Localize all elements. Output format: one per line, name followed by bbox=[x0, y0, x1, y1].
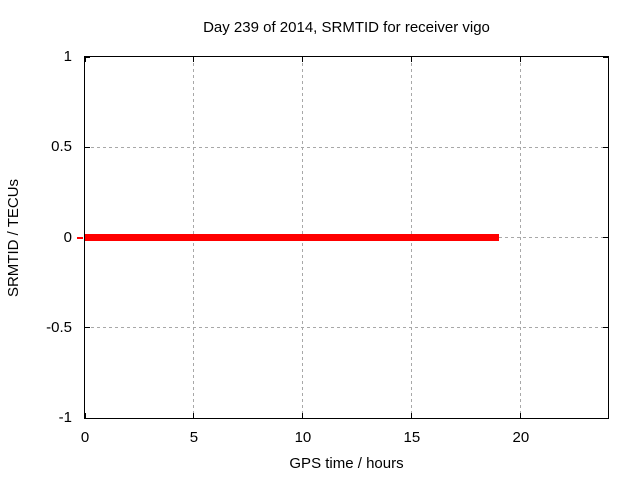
x-tick-label: 5 bbox=[189, 429, 199, 446]
y-tick-mark bbox=[85, 417, 90, 419]
x-tick-mark bbox=[84, 413, 86, 418]
x-tick-mark bbox=[520, 57, 522, 62]
y-tick-label: 0.5 bbox=[51, 138, 72, 156]
x-tick-mark bbox=[520, 413, 522, 418]
y-tick-mark bbox=[603, 237, 608, 238]
x-tick-mark bbox=[302, 57, 304, 62]
y-tick-label: 1 bbox=[63, 48, 72, 65]
x-tick-mark bbox=[411, 57, 413, 62]
plot-area bbox=[77, 56, 609, 419]
x-tick-mark bbox=[193, 413, 195, 418]
series-line-segment bbox=[85, 234, 500, 241]
x-tick-label: 0 bbox=[80, 429, 90, 446]
h-gridline bbox=[85, 146, 608, 148]
y-tick-mark bbox=[85, 56, 90, 58]
y-tick-label: 0 bbox=[63, 228, 72, 246]
y-tick-mark bbox=[603, 56, 608, 58]
x-tick-label: 15 bbox=[403, 429, 421, 446]
y-tick-mark bbox=[603, 417, 608, 419]
y-tick-label: -1 bbox=[58, 409, 72, 426]
x-tick-mark bbox=[302, 413, 304, 418]
x-axis-label: GPS time / hours bbox=[289, 455, 404, 472]
x-tick-mark bbox=[193, 57, 195, 62]
series-start-cap bbox=[77, 236, 83, 239]
x-tick-mark bbox=[411, 413, 413, 418]
y-tick-mark bbox=[85, 146, 90, 148]
y-tick-mark bbox=[85, 327, 90, 329]
x-tick-mark bbox=[84, 57, 86, 62]
y-tick-label: -0.5 bbox=[46, 318, 72, 336]
x-tick-label: 10 bbox=[294, 429, 312, 446]
y-tick-mark bbox=[603, 327, 608, 329]
y-tick-mark bbox=[603, 146, 608, 148]
chart-title: Day 239 of 2014, SRMTID for receiver vig… bbox=[203, 19, 490, 36]
h-gridline bbox=[85, 327, 608, 329]
x-tick-label: 20 bbox=[512, 429, 530, 446]
